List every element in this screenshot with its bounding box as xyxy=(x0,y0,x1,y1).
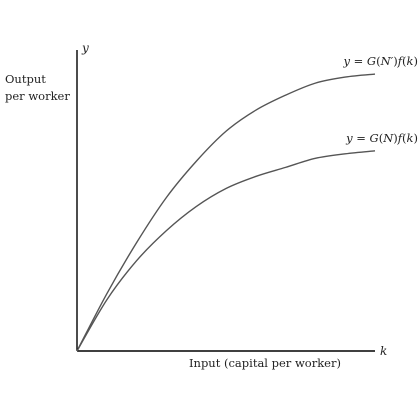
series-layer: y = G(N′)f(k) y = G(N)f(k) xyxy=(76,54,418,352)
y-axis-label-line-2: per worker xyxy=(5,89,70,103)
series-label-2: y = G(N)f(k) xyxy=(345,131,418,145)
series-line-1 xyxy=(76,73,376,352)
x-axis-symbol: k xyxy=(380,344,387,358)
series-2: y = G(N)f(k) xyxy=(76,131,418,352)
x-axis-label: Input (capital per worker) xyxy=(189,356,341,370)
series-1: y = G(N′)f(k) xyxy=(76,54,418,352)
series-label-1: y = G(N′)f(k) xyxy=(342,54,418,68)
y-axis-symbol: y xyxy=(81,41,89,55)
y-axis-label-line-1: Output xyxy=(5,72,46,86)
series-line-2 xyxy=(76,150,376,352)
